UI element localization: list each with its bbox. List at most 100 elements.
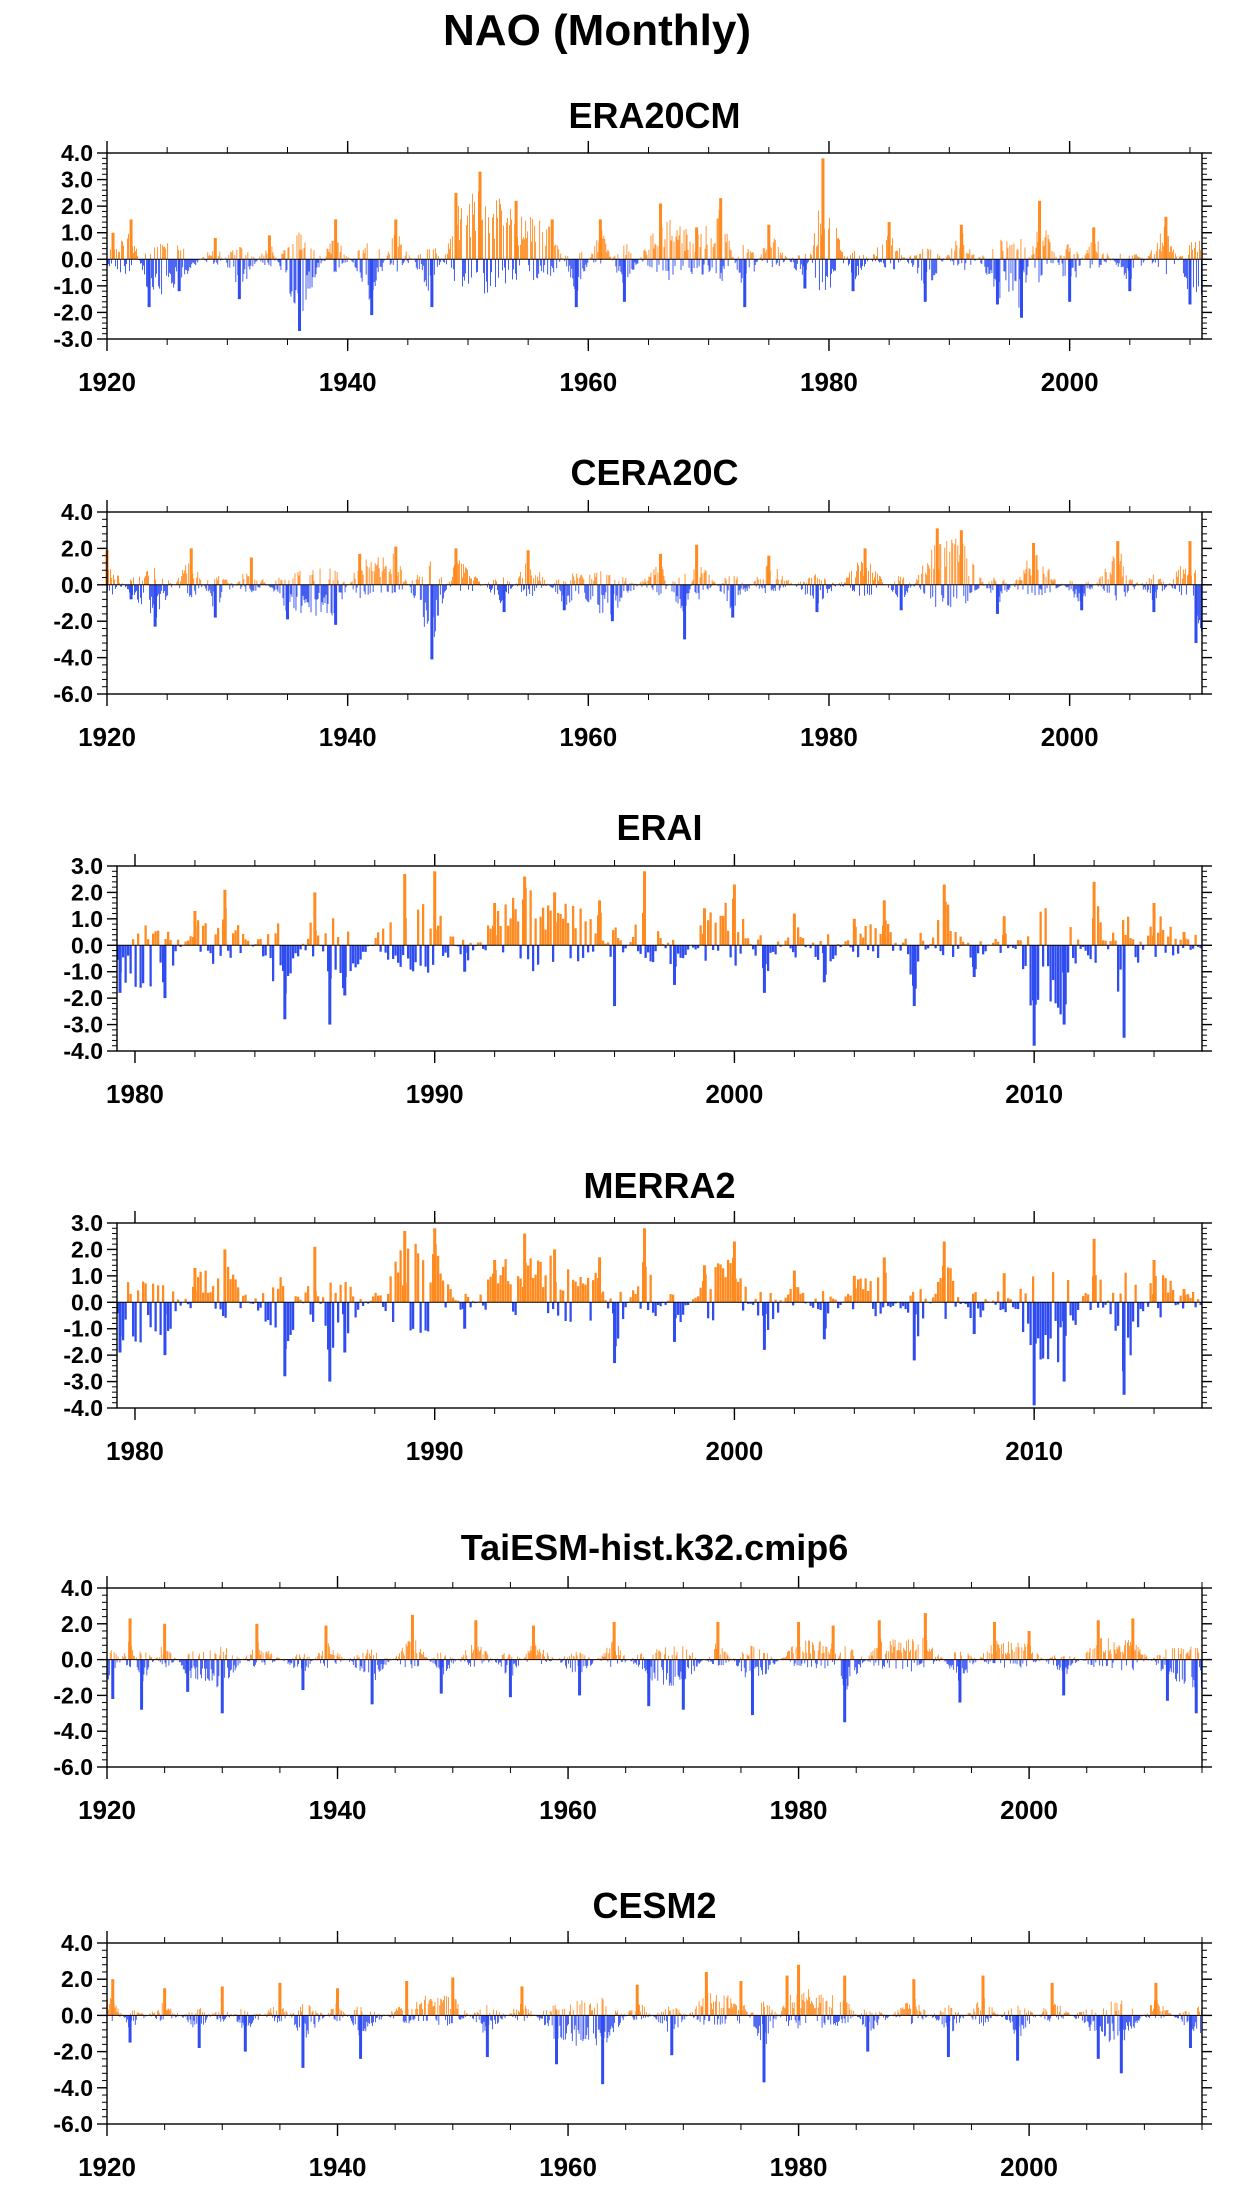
monthly-bar [225,1654,227,1660]
monthly-bar [797,927,800,946]
monthly-bar [1046,1659,1048,1662]
monthly-bar [393,1658,395,1660]
monthly-bar [487,259,488,293]
monthly-bar [505,1659,507,1673]
monthly-bar [222,579,224,585]
monthly-bar [819,1302,822,1311]
monthly-bar [964,944,967,946]
monthly-bar [273,584,275,592]
data-bar [493,903,497,946]
monthly-bar [776,1659,778,1662]
monthly-bar [795,259,797,271]
monthly-bar [1083,584,1085,594]
monthly-bar [1163,226,1165,260]
monthly-bar [747,1302,750,1304]
monthly-bar [263,1659,265,1663]
monthly-bar [1186,575,1188,585]
monthly-bar [382,1302,385,1307]
monthly-bar [1190,1646,1192,1660]
monthly-bar [1029,258,1031,260]
monthly-bar [841,582,842,585]
monthly-bar [689,584,691,590]
monthly-bar [777,941,780,946]
monthly-bar [1180,584,1182,596]
monthly-bar [1113,1642,1115,1660]
monthly-bar [913,584,915,586]
monthly-bar [1129,1646,1130,1660]
monthly-bar [572,906,575,946]
monthly-bar [1131,1659,1133,1669]
monthly-bar [773,584,775,588]
monthly-bar [914,1650,916,1660]
monthly-bar [764,1653,765,1660]
monthly-bar [531,575,533,585]
monthly-bar [881,578,883,585]
monthly-bar [973,564,975,585]
monthly-bar [1049,584,1051,593]
monthly-bar [867,1290,870,1303]
monthly-bar [451,1657,453,1660]
monthly-bar [1159,1302,1162,1318]
monthly-bar [1069,1302,1072,1316]
monthly-bar [1161,584,1163,592]
monthly-bar [817,210,819,260]
monthly-bar [362,574,364,585]
monthly-bar [906,1640,908,1660]
monthly-bar [294,573,296,585]
monthly-bar [532,219,534,260]
monthly-bar [882,244,884,260]
monthly-bar [459,219,461,260]
monthly-bar [929,568,931,585]
monthly-bar [510,584,512,589]
monthly-bar [354,1302,357,1318]
monthly-bar [1104,940,1107,946]
monthly-bar [369,1300,372,1303]
monthly-bar [1070,1659,1072,1666]
monthly-bar [407,259,409,264]
monthly-bar [1197,259,1199,287]
monthly-bar [239,945,242,954]
monthly-bar [129,945,132,974]
monthly-bar [388,253,390,260]
monthly-bar [473,580,474,585]
monthly-bar [1023,259,1025,273]
monthly-bar [211,1659,213,1681]
monthly-bar [697,1296,700,1303]
monthly-bar [769,1292,772,1303]
monthly-bar [283,584,285,606]
monthly-bar [967,584,969,602]
monthly-bar [949,931,952,946]
monthly-bar [1079,584,1081,602]
monthly-bar [922,940,925,946]
monthly-bar [461,1656,463,1660]
monthly-bar [869,1659,871,1663]
monthly-bar [416,574,418,585]
monthly-bar [932,1647,933,1660]
data-bar [731,584,735,618]
monthly-bar [766,1653,768,1660]
monthly-bar [452,1659,454,1664]
monthly-bar [954,250,956,260]
monthly-bar [930,249,932,260]
monthly-bar [949,256,951,260]
monthly-bar [944,547,946,585]
monthly-bar [1020,579,1022,585]
monthly-bar [207,1659,209,1680]
monthly-bar [1099,1279,1102,1303]
monthly-bar [673,241,675,260]
monthly-bar [248,1659,250,1661]
monthly-bar [244,259,246,270]
monthly-bar [1143,259,1145,261]
monthly-bar [625,1659,627,1661]
data-bar [877,1620,881,1660]
monthly-bar [1041,259,1043,275]
monthly-bar [479,1650,481,1660]
data-bar [249,557,253,585]
monthly-bar [905,1650,907,1660]
monthly-bar [391,238,393,260]
monthly-bar [1026,1659,1028,1667]
monthly-bar [334,259,336,271]
monthly-bar [144,259,146,275]
monthly-bar [529,1650,531,1660]
monthly-bar [530,569,532,585]
